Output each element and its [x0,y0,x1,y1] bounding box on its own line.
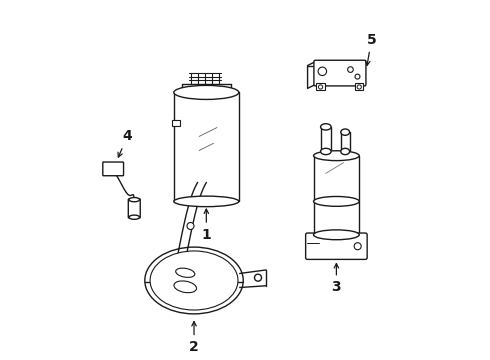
Circle shape [187,222,194,230]
Circle shape [357,85,361,89]
Ellipse shape [145,247,243,314]
Ellipse shape [174,85,239,99]
Text: 5: 5 [366,33,376,66]
Text: 2: 2 [189,321,199,354]
Ellipse shape [320,124,331,130]
Text: 3: 3 [332,264,341,294]
FancyBboxPatch shape [306,233,367,260]
Ellipse shape [129,198,140,202]
Circle shape [347,67,353,72]
Ellipse shape [320,148,331,155]
Bar [317,84,325,90]
Ellipse shape [341,148,349,155]
Ellipse shape [150,251,238,310]
Circle shape [318,85,323,89]
Bar [355,84,364,90]
Circle shape [318,67,326,76]
Ellipse shape [174,281,196,293]
Circle shape [355,74,360,79]
Text: 1: 1 [201,209,211,242]
Ellipse shape [314,230,359,240]
FancyBboxPatch shape [314,60,366,86]
FancyBboxPatch shape [128,199,140,218]
Bar [172,120,180,126]
Ellipse shape [341,129,349,135]
Ellipse shape [176,268,195,278]
Circle shape [354,243,361,250]
Ellipse shape [314,151,359,161]
Circle shape [254,274,262,281]
Ellipse shape [129,215,140,219]
Ellipse shape [174,196,239,207]
FancyBboxPatch shape [103,162,123,176]
Ellipse shape [314,197,359,206]
Text: 4: 4 [118,129,132,157]
